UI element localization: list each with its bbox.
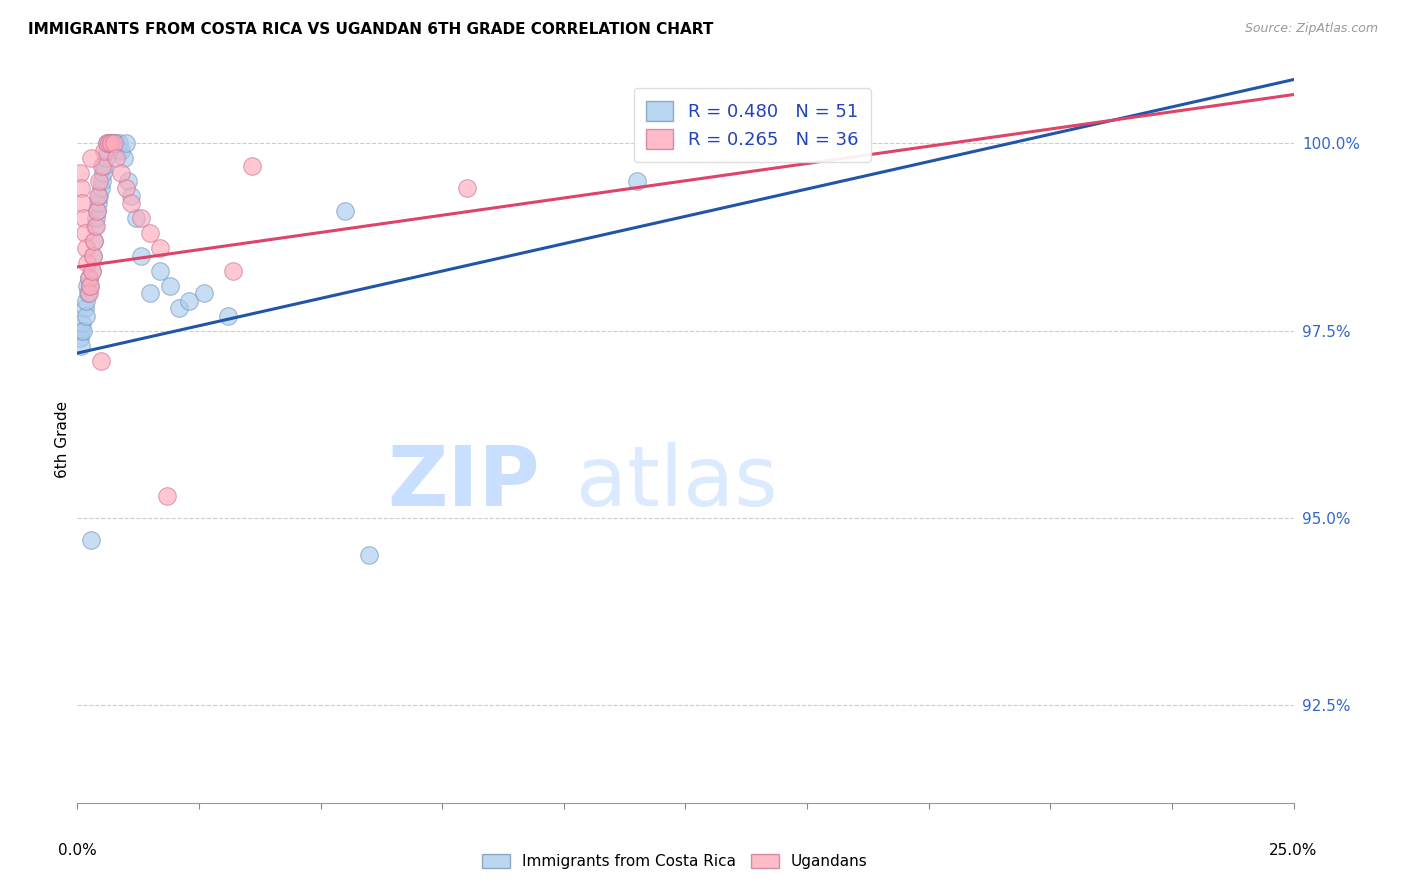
Point [129,249,152,263]
Point [90,353,112,368]
Point [120,188,142,202]
Point [359,549,381,563]
Y-axis label: 6th Grade: 6th Grade [55,401,70,478]
Point [70,196,93,211]
Point [115,181,138,195]
Point [115,136,138,151]
Point [103,136,125,151]
Point [179,293,201,308]
Point [222,263,245,277]
Point [91,166,114,180]
Point [97,136,120,151]
Point [84,211,107,226]
Point [79,278,101,293]
Point [96,136,118,151]
Legend: Immigrants from Costa Rica, Ugandans: Immigrants from Costa Rica, Ugandans [477,848,873,875]
Point [94,151,117,165]
Point [79,286,101,301]
Point [193,286,215,301]
Point [110,144,132,158]
Point [217,309,239,323]
Text: ZIP: ZIP [387,442,540,524]
Point [77,271,100,285]
Point [79,271,101,285]
Point [86,203,108,218]
Point [90,181,112,195]
Point [105,151,128,165]
Point [82,249,104,263]
Point [100,136,122,151]
Point [107,136,129,151]
Point [76,278,98,293]
Point [82,249,104,263]
Point [77,286,100,301]
Point [96,136,118,151]
Point [89,188,111,202]
Point [103,136,125,151]
Point [112,151,135,165]
Point [90,174,112,188]
Point [139,226,162,240]
Point [333,203,356,218]
Point [75,309,97,323]
Point [96,144,118,158]
Point [97,136,120,151]
Point [87,188,110,202]
Point [75,293,97,308]
Point [69,166,91,180]
Point [87,196,110,211]
Text: 0.0%: 0.0% [58,843,97,858]
Point [83,234,105,248]
Point [169,301,191,315]
Point [100,136,122,151]
Point [80,263,103,277]
Point [72,211,94,226]
Point [73,226,96,240]
Point [70,316,93,330]
Text: Source: ZipAtlas.com: Source: ZipAtlas.com [1244,22,1378,36]
Point [70,181,93,195]
Point [84,219,107,233]
Point [129,211,152,226]
Point [456,181,478,195]
Point [83,234,105,248]
Point [105,136,128,151]
Text: IMMIGRANTS FROM COSTA RICA VS UGANDAN 6TH GRADE CORRELATION CHART: IMMIGRANTS FROM COSTA RICA VS UGANDAN 6T… [28,22,713,37]
Text: 25.0%: 25.0% [1270,843,1317,858]
Text: atlas: atlas [576,442,778,524]
Point [86,203,108,218]
Point [80,263,103,277]
Point [120,196,142,211]
Legend: R = 0.480   N = 51, R = 0.265   N = 36: R = 0.480 N = 51, R = 0.265 N = 36 [634,88,870,161]
Point [156,489,179,503]
Point [90,159,112,173]
Point [69,331,91,345]
Point [149,263,172,277]
Point [80,533,103,548]
Point [93,144,115,158]
Point [79,278,101,293]
Point [117,174,139,188]
Point [101,136,124,151]
Point [84,219,107,233]
Point [73,301,96,315]
Point [110,166,132,180]
Point [93,159,115,173]
Point [159,278,181,293]
Point [72,324,94,338]
Point [80,151,103,165]
Point [125,211,148,226]
Point [76,256,98,270]
Point [149,241,172,255]
Point [626,174,648,188]
Point [242,159,264,173]
Point [139,286,162,301]
Point [75,241,97,255]
Point [70,338,93,352]
Point [69,324,91,338]
Point [89,174,111,188]
